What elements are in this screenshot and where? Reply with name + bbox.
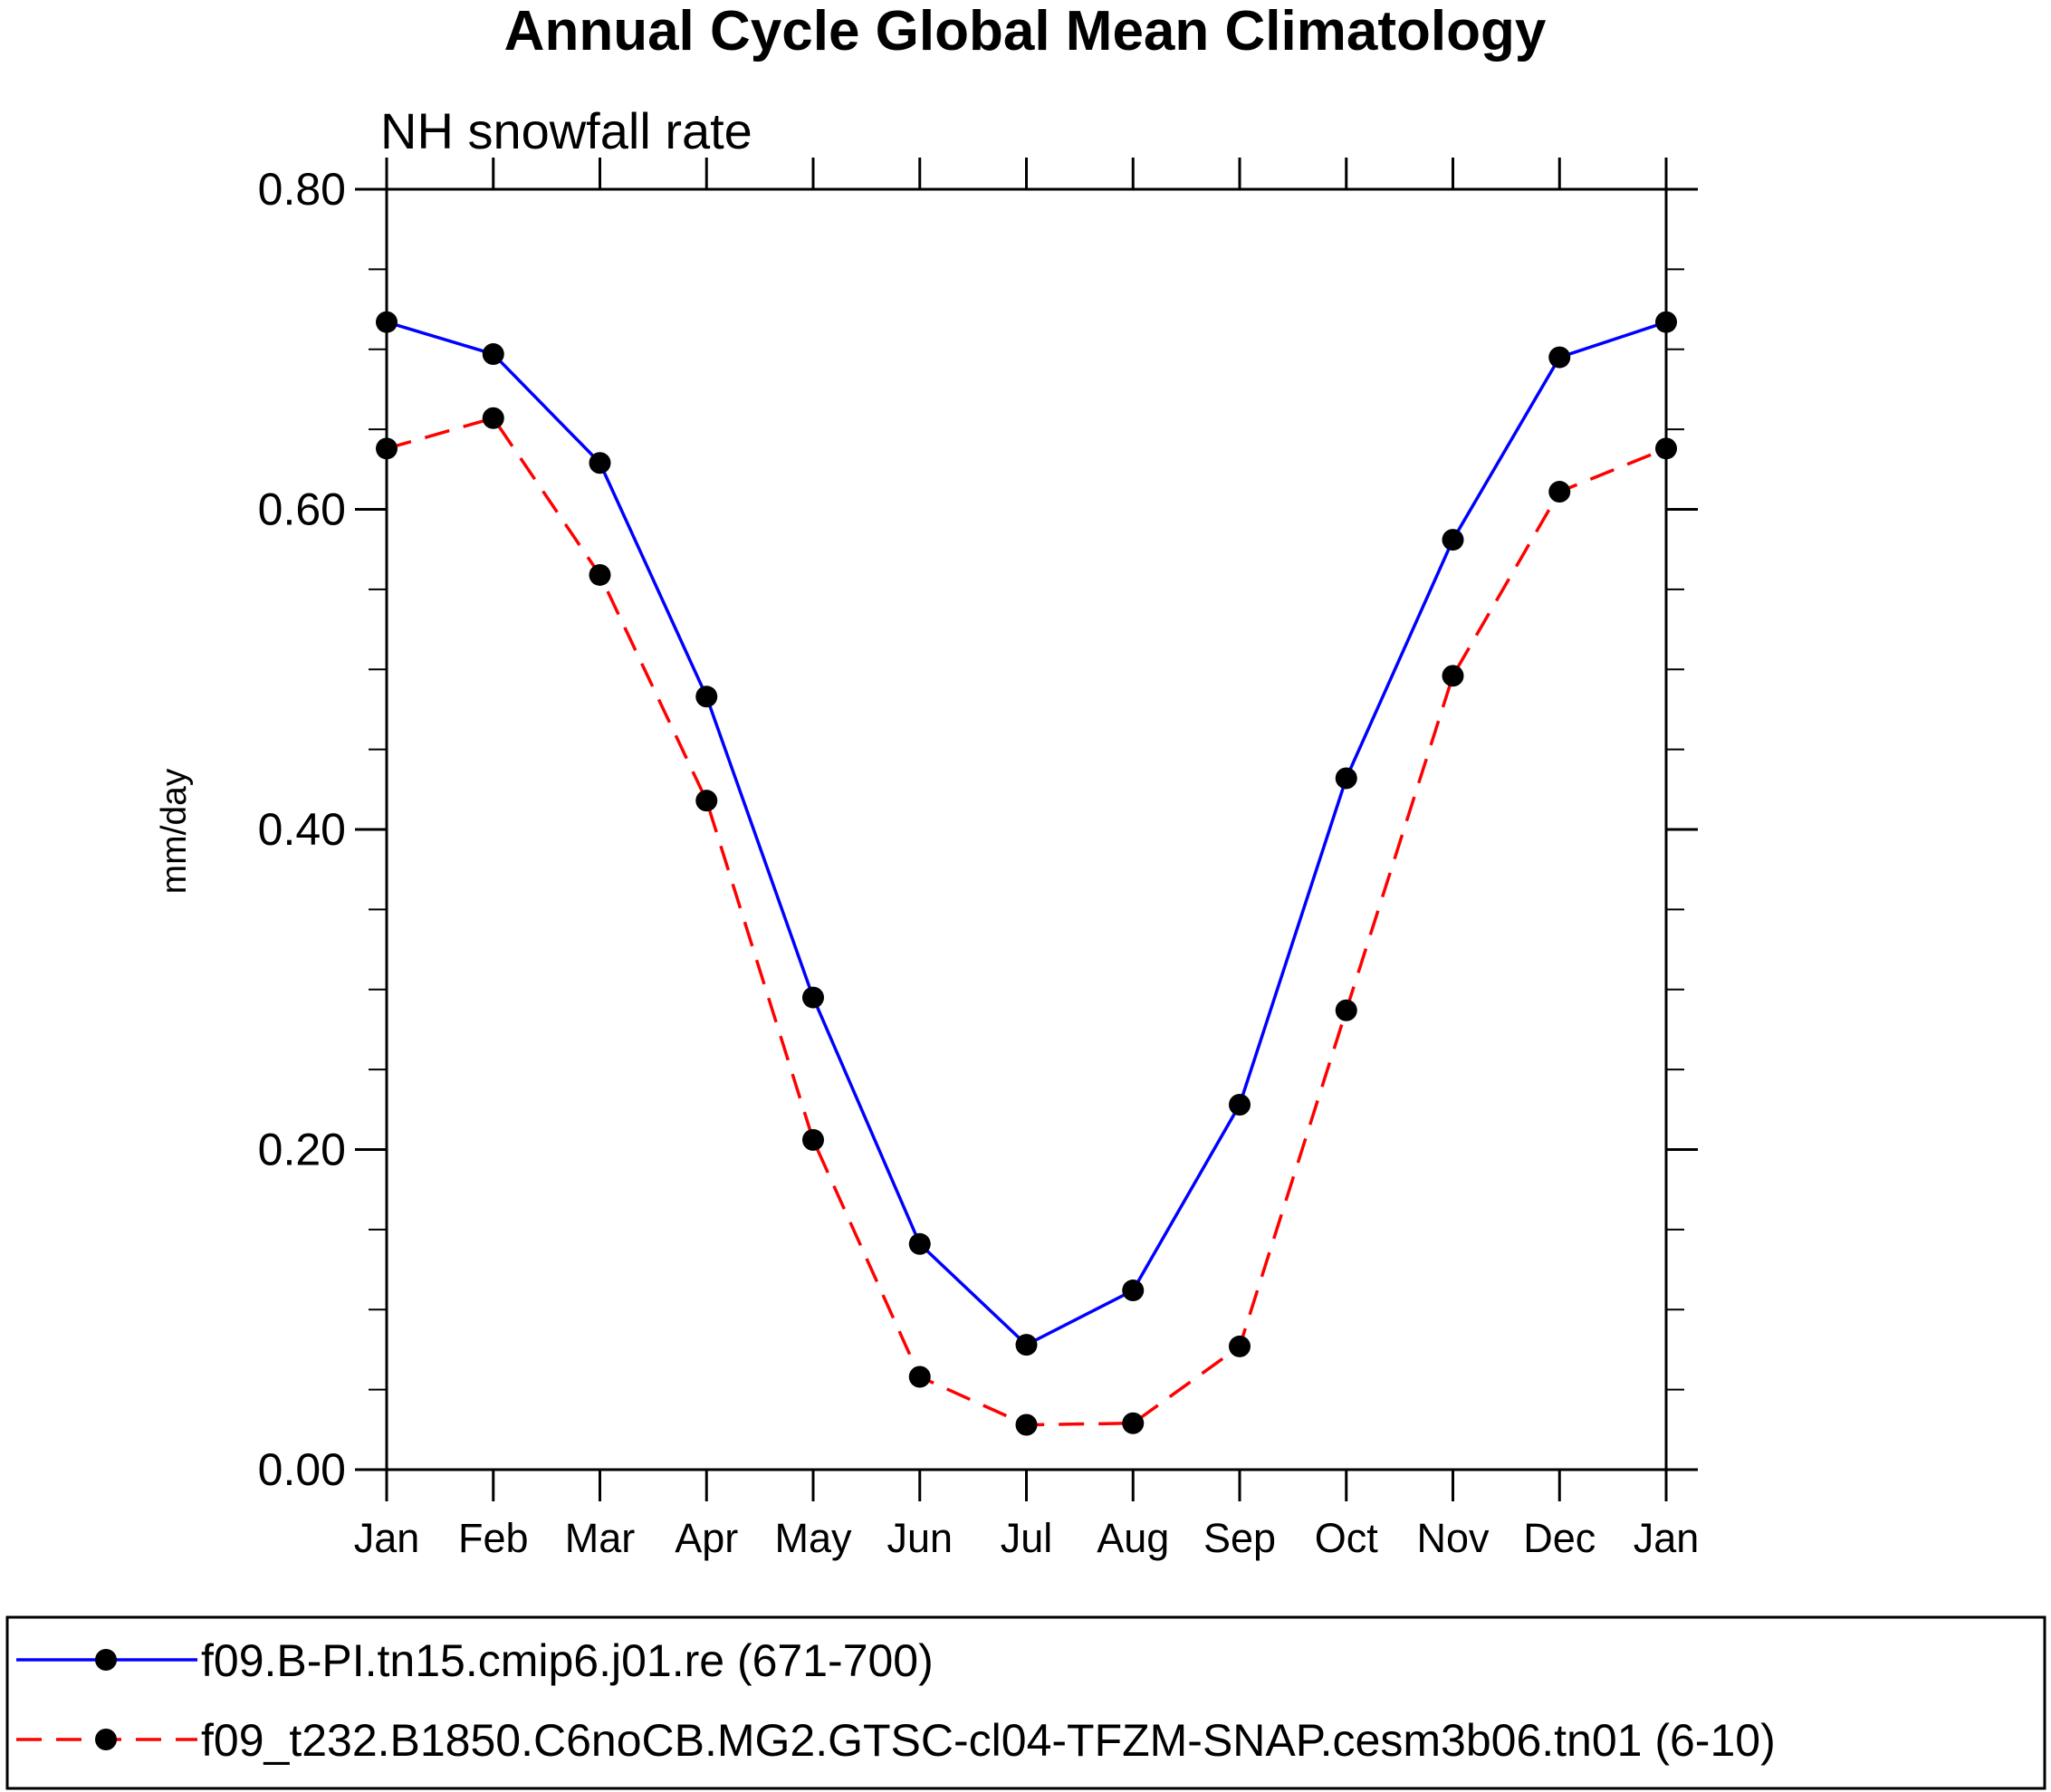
series-2-point xyxy=(482,407,504,429)
series-2-point xyxy=(1442,665,1464,687)
y-tick-label: 0.40 xyxy=(258,804,346,855)
series-2-point xyxy=(1015,1413,1038,1436)
axes: 0.00 0.20 0.40 0.60 0.80 Jan Feb Mar Apr May Jun Ju… xyxy=(258,158,1700,1561)
x-tick-label: Dec xyxy=(1523,1515,1596,1561)
x-tick-label: Nov xyxy=(1416,1515,1490,1561)
x-tick-label: Mar xyxy=(565,1515,636,1561)
y-tick-label: 0.20 xyxy=(258,1125,346,1175)
series-1-point xyxy=(908,1232,931,1255)
series-2-point xyxy=(589,563,611,586)
series-2-point xyxy=(1548,481,1571,503)
series-1-point xyxy=(1015,1334,1038,1356)
series-1-point xyxy=(589,452,611,474)
series-2-point xyxy=(908,1366,931,1388)
series-1-point xyxy=(802,986,824,1009)
x-tick-label: Apr xyxy=(675,1515,738,1561)
series-2-point xyxy=(802,1128,824,1151)
series-2-point xyxy=(376,437,398,460)
y-tick-label: 0.60 xyxy=(258,484,346,535)
legend-box xyxy=(5,1615,2046,1790)
series-2-point xyxy=(1229,1335,1251,1357)
series-1-point xyxy=(1122,1279,1145,1302)
legend: f09.B-PI.tn15.cmip6.j01.re (671-700) f09_… xyxy=(16,1635,1776,1766)
x-tick-label: Oct xyxy=(1315,1515,1379,1561)
x-tick-label: May xyxy=(774,1515,852,1561)
series-1-point xyxy=(376,311,398,333)
x-tick-label: Jan xyxy=(1634,1515,1700,1561)
chart-subtitle: NH snowfall rate xyxy=(380,102,752,159)
series-line-2 xyxy=(386,416,1667,1427)
y-axis-label: mm/day xyxy=(155,768,194,894)
x-tick-label: Feb xyxy=(458,1515,529,1561)
legend-marker-1 xyxy=(95,1649,117,1671)
data-series xyxy=(376,311,1677,1436)
series-1-point xyxy=(1655,311,1677,333)
series-2-point xyxy=(695,790,718,812)
x-tick-label: Jun xyxy=(887,1515,953,1561)
series-1-point xyxy=(1335,767,1357,790)
series-1-point xyxy=(482,343,504,366)
series-1-point xyxy=(1229,1094,1251,1116)
legend-entry-1: f09.B-PI.tn15.cmip6.j01.re (671-700) xyxy=(201,1635,934,1686)
x-tick-label: Jan xyxy=(354,1515,420,1561)
series-1-point xyxy=(1442,529,1464,551)
x-tick-label: Jul xyxy=(1001,1515,1053,1561)
series-2-point xyxy=(1335,999,1357,1021)
x-tick-label: Sep xyxy=(1203,1515,1276,1561)
legend-marker-2 xyxy=(95,1729,117,1750)
plot-frame xyxy=(385,187,1668,1471)
x-tick-label: Aug xyxy=(1097,1515,1169,1561)
legend-entry-2: f09_t232.B1850.C6noCB.MG2.GTSC-cl04-TFZM… xyxy=(201,1715,1776,1766)
series-2-point xyxy=(1122,1412,1145,1434)
chart-title: Annual Cycle Global Mean Climatology xyxy=(504,0,1547,62)
series-1-point xyxy=(1548,346,1571,369)
series-line-1 xyxy=(386,321,1667,1347)
series-1-point xyxy=(695,685,718,708)
series-2-point xyxy=(1655,437,1677,460)
y-tick-label: 0.00 xyxy=(258,1444,346,1495)
y-tick-label: 0.80 xyxy=(258,164,346,215)
